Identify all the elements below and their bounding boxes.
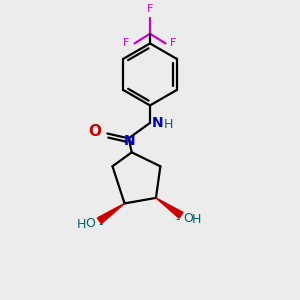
Text: O: O — [183, 212, 193, 225]
Text: H: H — [164, 118, 173, 131]
Text: F: F — [123, 38, 130, 48]
Text: O: O — [85, 217, 95, 230]
Text: H: H — [192, 213, 201, 226]
Text: N: N — [124, 134, 136, 148]
Text: H: H — [76, 218, 86, 231]
Polygon shape — [156, 198, 183, 218]
Polygon shape — [98, 203, 124, 224]
Text: F: F — [170, 38, 177, 48]
Text: -: - — [175, 213, 179, 226]
Text: -: - — [98, 218, 103, 231]
Text: F: F — [147, 4, 153, 14]
Text: N: N — [152, 116, 164, 130]
Text: O: O — [88, 124, 102, 139]
